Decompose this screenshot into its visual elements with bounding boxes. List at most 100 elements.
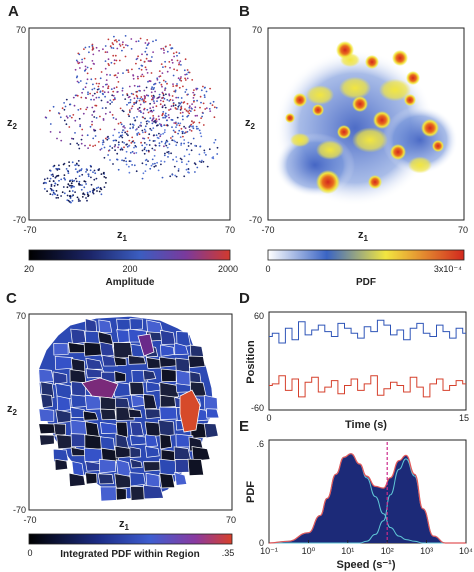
panel-a-point [97,186,100,189]
panel-a-point [117,168,120,171]
panel-a-point [94,135,97,137]
panel-a-point [78,147,81,150]
panel-a-point [70,182,73,185]
panel-a-point [74,168,77,171]
panel-a-point [161,72,164,74]
panel-a-point [93,169,96,172]
panel-a-point [170,47,173,50]
panel-a-point [124,131,127,134]
panel-a-point [86,72,89,75]
panel-a-point [72,138,75,140]
panel-a-point [91,88,94,91]
panel-a-point [145,149,148,152]
panel-a-point [100,71,103,73]
panel-a-point [176,83,178,85]
panel-a-point [70,116,73,119]
panel-a-point [176,141,179,144]
panel-a-point [117,141,120,144]
panel-a-point [175,126,177,129]
panel-a-point [177,170,180,172]
panel-a-point [153,120,155,123]
panel-a-point [193,162,196,165]
panel-c-region-cell [146,381,162,393]
panel-a-point [127,96,130,99]
panel-a-point [172,85,175,87]
panel-a-point [160,163,162,166]
panel-a-point [147,160,149,163]
panel-c-xmax-tick: 70 [226,515,236,525]
panel-a-point [139,37,142,40]
panel-b-warm-region [352,127,388,153]
panel-a-point [159,103,162,106]
panel-a-point [132,124,135,126]
panel-a-point [143,101,145,104]
panel-a-point [121,136,124,139]
panel-a-point [158,96,161,98]
panel-a-point [160,125,163,128]
panel-a-point [180,97,183,99]
panel-a-point [139,97,142,100]
panel-a-point [77,160,80,162]
panel-a-point [183,155,186,158]
panel-a-ylabel: z2 [7,117,18,131]
panel-a-point [180,64,182,66]
panel-a-point [181,132,184,135]
panel-a-point [50,188,53,191]
panel-a-point [73,104,76,107]
panel-a-point [135,62,137,65]
panel-a-point [90,67,92,70]
panel-a-point [107,101,109,104]
panel-a-point [120,123,123,126]
panel-a-point [187,110,190,113]
panel-a-point [187,71,190,74]
panel-a-point [159,135,162,138]
panel-a-point [63,174,66,177]
panel-a-point [146,108,149,111]
panel-a-point [168,93,171,96]
panel-a-point [178,129,181,132]
panel-b-cbar-title: PDF [356,277,376,288]
panel-d-xtick-start: 0 [266,413,271,423]
panel-a-point [154,82,156,85]
panel-a-point [112,43,115,46]
panel-a-point [66,186,69,189]
panel-a-point [174,140,177,143]
panel-c-region-cell [159,473,176,489]
panel-a-point [121,87,124,90]
panel-a-point [179,60,182,63]
panel-a-point [119,45,122,47]
panel-a-point [206,165,209,168]
panel-a-point [116,158,119,161]
panel-a-point [82,112,85,115]
panel-c-region-cell [99,458,117,474]
panel-b-heatmap [275,41,458,206]
panel-a-point [152,140,155,142]
panel-a-point [100,193,103,196]
panel-a-point [176,124,178,126]
panel-a-point [155,105,158,108]
panel-a-point [79,80,82,82]
panel-b-peak [390,144,406,160]
panel-a-point [125,44,127,46]
panel-c-region-cell [53,343,69,356]
panel-a-point [87,147,89,150]
panel-a-point [83,193,86,196]
panel-a-point [60,139,63,142]
panel-a-point [116,152,119,155]
panel-a-point [80,188,83,191]
panel-a-point [209,110,212,112]
panel-a-point [110,46,113,49]
panel-a-point [80,142,83,145]
panel-b-xmin-tick: -70 [261,225,274,235]
panel-a-point [184,108,186,110]
panel-a-point [104,95,106,98]
panel-a-point [89,125,92,128]
panel-a-point [199,145,202,148]
panel-a-point [86,78,89,81]
panel-a-point [195,125,198,128]
panel-a-point [78,180,81,183]
panel-a-point [214,139,217,141]
panel-a-point [112,139,115,142]
panel-a-point [175,175,178,178]
panel-a-point [128,139,131,142]
